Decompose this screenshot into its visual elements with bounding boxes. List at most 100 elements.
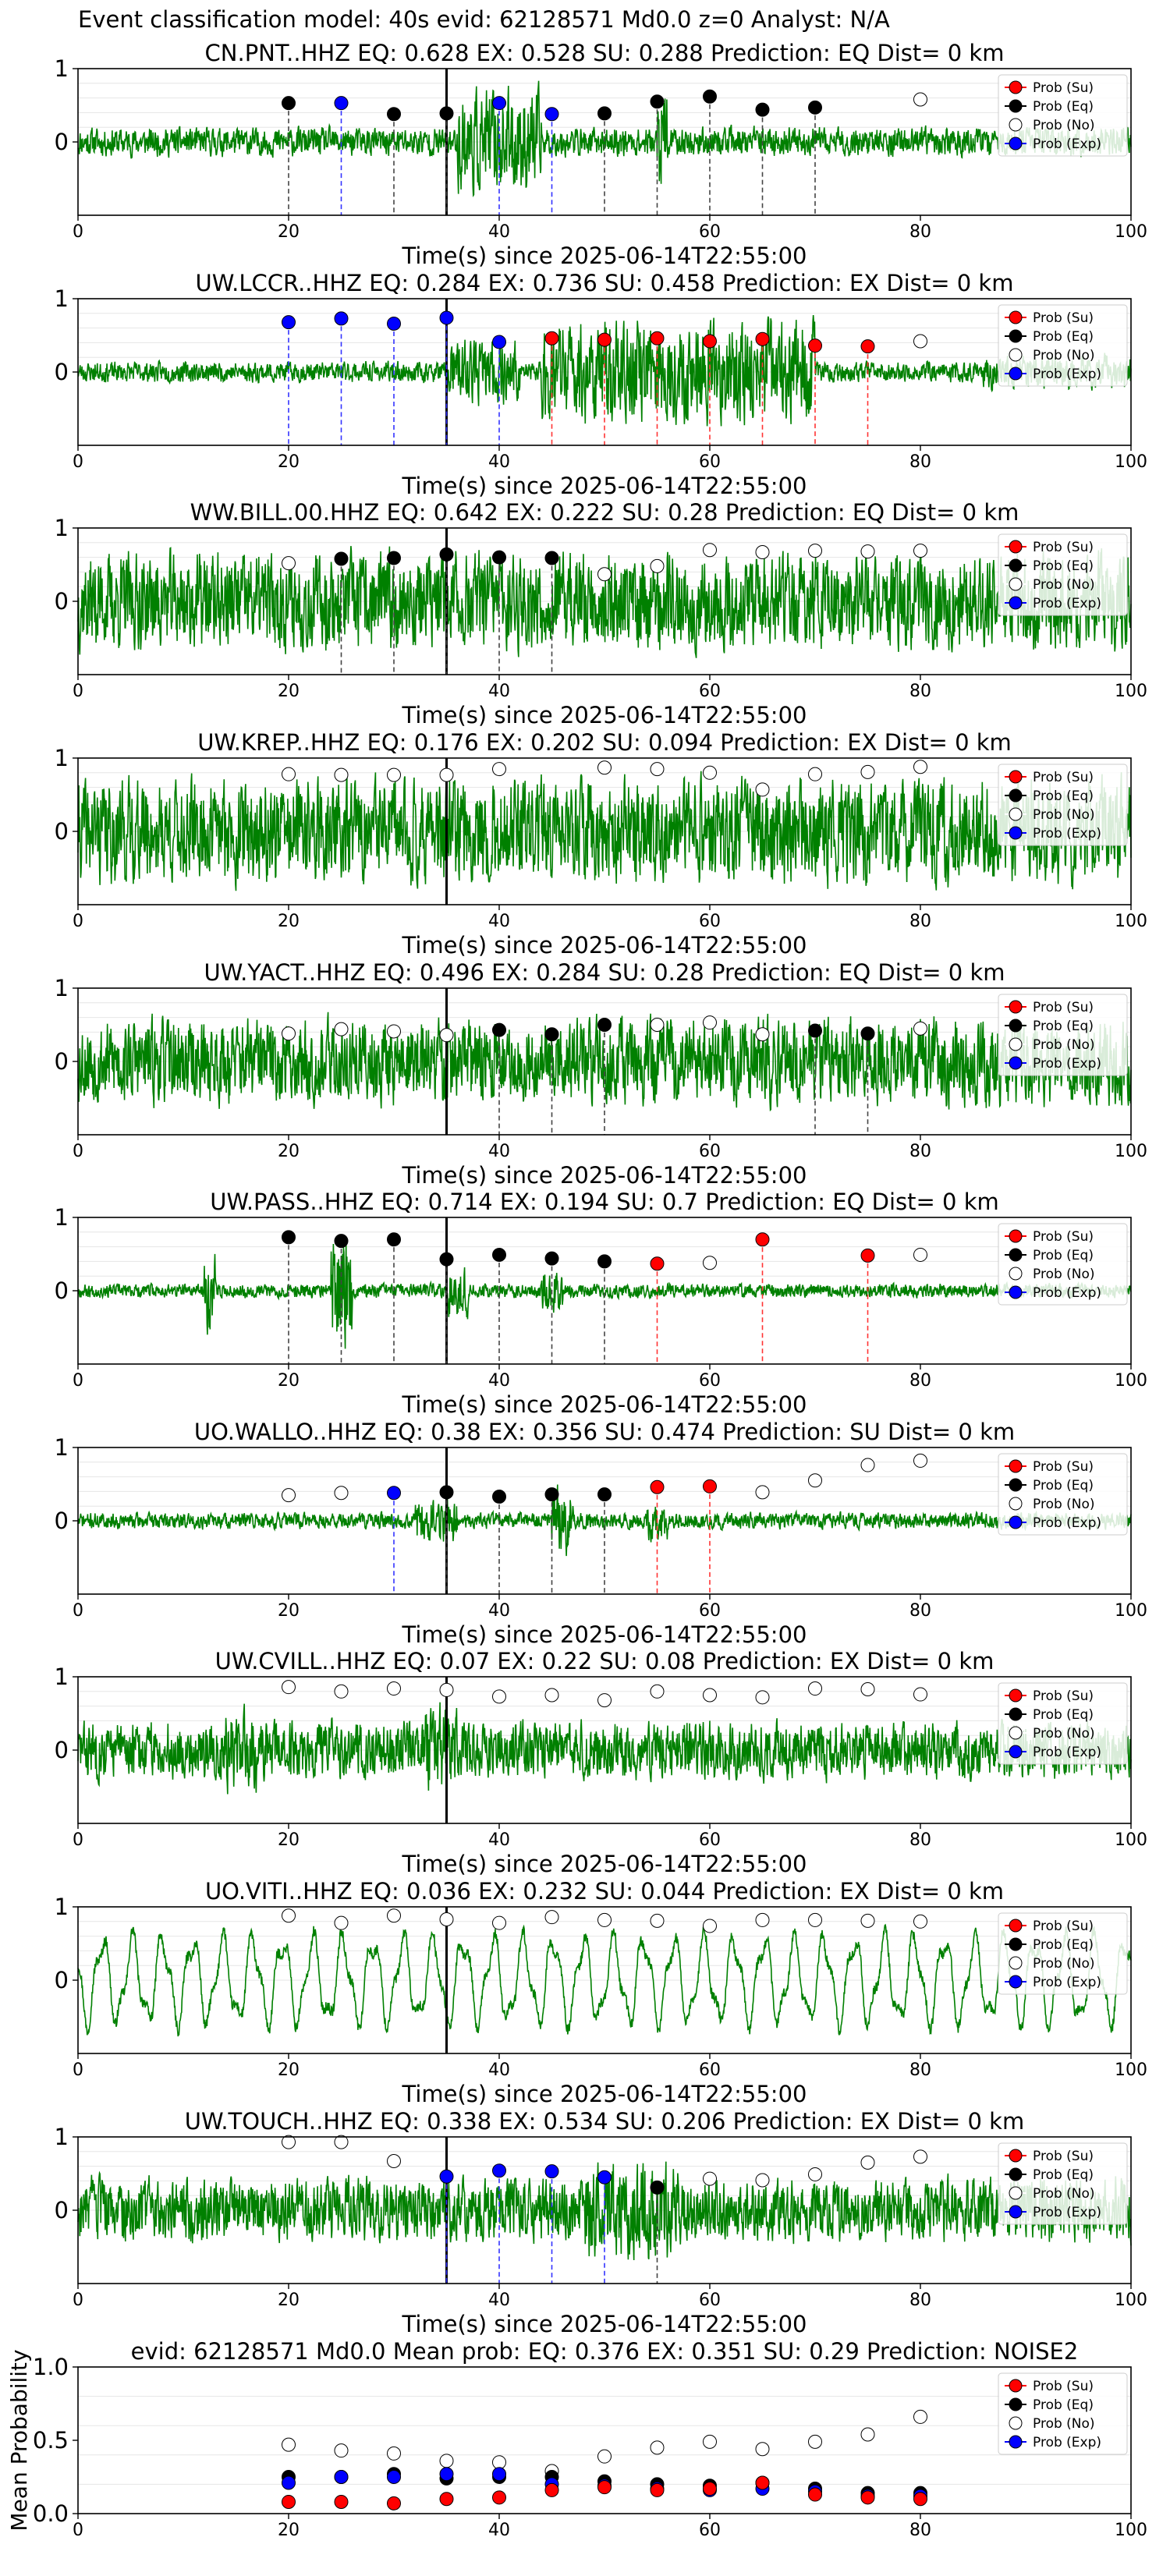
mean-prob-marker — [650, 2440, 665, 2455]
prob-marker — [703, 1015, 717, 1030]
x-tick-label: 80 — [909, 682, 931, 701]
mean-prob-marker — [439, 2454, 454, 2468]
legend-label: Prob (Eq) — [1033, 329, 1094, 345]
legend-label: Prob (No) — [1033, 2186, 1095, 2202]
x-tick-label: 40 — [488, 1142, 510, 1161]
chart-panel: 0 20 40 60 80 100 0 1 Prob (Su) Prob (Eq) Prob (No… — [55, 1878, 1147, 2107]
legend-marker — [1009, 1478, 1023, 1492]
plot-area: 0 20 40 60 80 100 0 1 Prob (Su) Prob (Eq) Prob (No… — [55, 1434, 1147, 1621]
prob-marker — [439, 310, 454, 325]
chart-title: UW.CVILL..HHZ EQ: 0.07 EX: 0.22 SU: 0.08… — [215, 1648, 994, 1674]
y-axis-label: Mean Probability — [6, 2349, 32, 2531]
prob-marker — [597, 1487, 612, 1502]
mean-prob-marker — [282, 2437, 296, 2452]
legend-marker — [1009, 2205, 1023, 2219]
prob-marker — [439, 2169, 454, 2184]
legend-label: Prob (Su) — [1033, 770, 1094, 785]
legend: Prob (Su) Prob (Eq) Prob (No) Prob (Exp) — [998, 1912, 1128, 1995]
legend-marker — [1009, 118, 1023, 132]
prob-marker — [650, 1684, 665, 1699]
prob-marker — [808, 338, 822, 353]
x-tick-label: 80 — [909, 2060, 931, 2080]
prob-marker — [650, 1913, 665, 1928]
prob-marker — [282, 315, 296, 330]
prob-marker — [492, 550, 506, 565]
mean-prob-marker — [544, 2482, 559, 2497]
prob-marker — [492, 1247, 506, 1262]
chart-panel: 0 20 40 60 80 100 0 1 Prob (Su) Prob (Eq) Prob (No… — [55, 1189, 1147, 1418]
legend-label: Prob (Su) — [1033, 1000, 1094, 1015]
prob-marker — [703, 1256, 717, 1270]
legend-marker — [1009, 2416, 1023, 2430]
x-tick-label: 100 — [1115, 682, 1147, 701]
legend-label: Prob (Exp) — [1033, 596, 1101, 611]
legend-marker — [1009, 540, 1023, 554]
legend-marker — [1009, 1515, 1023, 1529]
chart-panel: 0 20 40 60 80 100 0 1 Prob (Su) Prob (Eq) Prob (No… — [55, 729, 1147, 958]
prob-marker — [387, 767, 401, 782]
legend-marker — [1009, 1459, 1023, 1473]
plot-area: 0 20 40 60 80 100 0 1 Prob (Su) Prob (Eq) Prob (No… — [55, 515, 1147, 701]
legend-marker — [1009, 2435, 1023, 2449]
prob-marker — [755, 2173, 770, 2188]
mean-prob-marker — [650, 2482, 665, 2497]
mean-prob-marker — [808, 2434, 822, 2449]
mean-prob-marker — [492, 2455, 506, 2470]
prob-marker — [282, 1026, 296, 1041]
x-tick-label: 60 — [699, 2060, 721, 2080]
mean-prob-marker — [334, 2443, 349, 2458]
x-tick-label: 40 — [488, 1601, 510, 1621]
prob-marker — [387, 1024, 401, 1039]
prob-marker — [703, 1479, 717, 1494]
legend: Prob (Su) Prob (Eq) Prob (No) Prob (Exp) — [998, 2372, 1128, 2455]
prob-marker — [334, 551, 349, 566]
legend-label: Prob (Exp) — [1033, 2435, 1101, 2450]
mean-prob-marker — [334, 2470, 349, 2484]
prob-marker — [492, 1915, 506, 1930]
prob-marker — [334, 311, 349, 326]
x-tick-label: 60 — [699, 1601, 721, 1621]
y-tick-label: 0 — [55, 2197, 69, 2223]
prob-marker — [439, 547, 454, 562]
legend: Prob (Su) Prob (Eq) Prob (No) Prob (Exp) — [998, 994, 1128, 1076]
legend-box — [998, 1453, 1128, 1536]
x-tick-label: 20 — [278, 452, 300, 472]
x-axis-label: Time(s) since 2025-06-14T22:55:00 — [402, 243, 807, 269]
x-tick-label: 80 — [909, 912, 931, 931]
legend-label: Prob (Eq) — [1033, 99, 1094, 115]
prob-marker — [913, 760, 927, 774]
x-tick-label: 20 — [278, 2291, 300, 2310]
legend-label: Prob (No) — [1033, 1956, 1095, 1972]
x-tick-label: 80 — [909, 2291, 931, 2310]
prob-marker — [334, 1684, 349, 1699]
prob-marker — [650, 1479, 665, 1494]
prob-marker — [703, 1919, 717, 1933]
waveform-trace — [77, 1702, 1132, 1795]
prob-marker — [334, 1486, 349, 1501]
y-tick-label: 0.0 — [33, 2500, 69, 2527]
mean-prob-marker — [860, 2490, 875, 2505]
plot-area: 0 20 40 60 80 100 0 1 Prob (Su) Prob (Eq) Prob (No… — [55, 1204, 1147, 1391]
prob-marker — [597, 1693, 612, 1708]
prob-marker — [439, 1682, 454, 1697]
x-tick-label: 60 — [699, 2291, 721, 2310]
legend-marker — [1009, 596, 1023, 610]
plot-area: 0 20 40 60 80 100 0 1 Prob (Su) Prob (Eq) Prob (No… — [55, 975, 1147, 1161]
chart-panel: 0 20 40 60 80 100 0 1 Prob (Su) Prob (Eq) Prob (No… — [55, 1419, 1147, 1648]
x-tick-label: 100 — [1115, 912, 1147, 931]
chart-panel: 0 20 40 60 80 100 0 1 Prob (Su) Prob (Eq) Prob (No… — [55, 270, 1147, 499]
prob-marker — [439, 1028, 454, 1043]
chart-panel: 0 20 40 60 80 100 0 1 Prob (Su) Prob (Eq) Prob (No… — [55, 2108, 1147, 2337]
waveform-trace — [77, 771, 1132, 891]
x-axis-label: Time(s) since 2025-06-14T22:55:00 — [402, 932, 807, 958]
chart-title: UO.VITI..HHZ EQ: 0.036 EX: 0.232 SU: 0.0… — [205, 1878, 1004, 1905]
legend-marker — [1009, 807, 1023, 821]
y-tick-label: 1 — [55, 1664, 69, 1690]
prob-marker — [334, 1915, 349, 1930]
x-tick-label: 0 — [73, 2060, 83, 2080]
legend-label: Prob (Su) — [1033, 1459, 1094, 1475]
legend-box — [998, 1682, 1128, 1765]
x-tick-label: 0 — [73, 1830, 83, 1850]
prob-marker — [860, 2155, 875, 2170]
prob-marker — [492, 1689, 506, 1704]
